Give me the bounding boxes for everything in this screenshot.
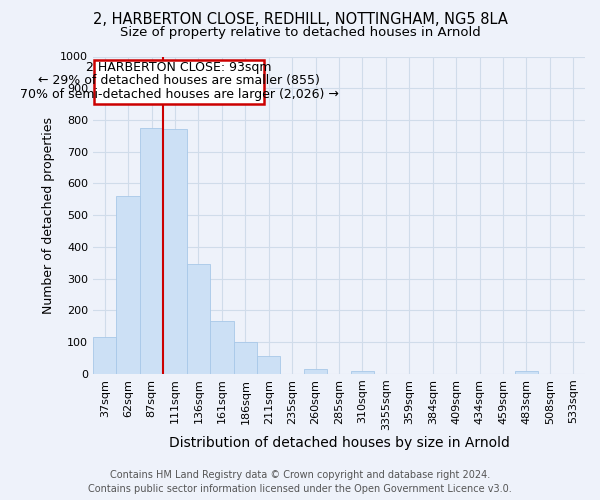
Text: Size of property relative to detached houses in Arnold: Size of property relative to detached ho… (119, 26, 481, 39)
Bar (140, 128, 163, 374)
Bar (515, 370, 538, 374)
Text: Contains HM Land Registry data © Crown copyright and database right 2024.
Contai: Contains HM Land Registry data © Crown c… (88, 470, 512, 494)
Bar (351, 370, 374, 374)
Bar (257, 356, 280, 374)
Bar (210, 322, 233, 374)
Text: 2, HARBERTON CLOSE, REDHILL, NOTTINGHAM, NG5 8LA: 2, HARBERTON CLOSE, REDHILL, NOTTINGHAM,… (92, 12, 508, 28)
Text: ← 29% of detached houses are smaller (855): ← 29% of detached houses are smaller (85… (38, 74, 320, 88)
X-axis label: Distribution of detached houses by size in Arnold: Distribution of detached houses by size … (169, 436, 509, 450)
Bar (94, 60, 264, 104)
Bar (163, 130, 187, 374)
Bar (304, 369, 328, 374)
Bar (93, 338, 116, 374)
Text: 2 HARBERTON CLOSE: 93sqm: 2 HARBERTON CLOSE: 93sqm (86, 61, 272, 74)
Bar (116, 196, 140, 374)
Bar (233, 342, 257, 374)
Bar (187, 264, 210, 374)
Text: 70% of semi-detached houses are larger (2,026) →: 70% of semi-detached houses are larger (… (20, 88, 338, 101)
Y-axis label: Number of detached properties: Number of detached properties (41, 116, 55, 314)
